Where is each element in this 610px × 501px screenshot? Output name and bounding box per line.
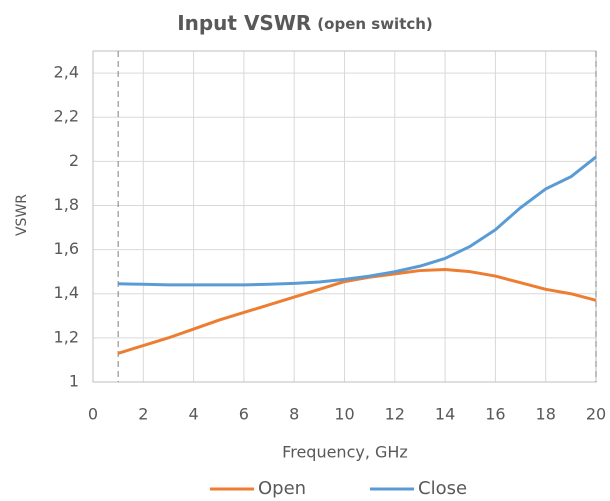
x-axis-label: Frequency, GHz: [282, 443, 408, 462]
y-tick-label: 1,2: [54, 327, 79, 346]
y-tick-label: 2: [69, 151, 79, 170]
chart-title: Input VSWR (open switch): [177, 11, 433, 35]
y-axis-label: VSWR: [14, 194, 30, 236]
x-tick-label: 6: [239, 405, 249, 424]
y-tick-label: 1,6: [54, 239, 79, 258]
x-tick-label: 18: [536, 405, 556, 424]
y-tick-label: 1,8: [54, 195, 79, 214]
x-tick-label: 20: [586, 405, 606, 424]
x-tick-label: 10: [334, 405, 354, 424]
x-tick-label: 8: [289, 405, 299, 424]
x-tick-label: 16: [485, 405, 505, 424]
series-line: [118, 155, 597, 287]
x-tick-label: 14: [435, 405, 455, 424]
series-line: [117, 267, 597, 355]
x-tick-label: 4: [189, 405, 199, 424]
y-tick-label: 1,4: [54, 283, 79, 302]
legend-label: Open: [258, 478, 306, 499]
y-tick-label: 2,4: [54, 63, 79, 82]
legend-label: Close: [418, 478, 467, 499]
x-tick-label: 0: [88, 405, 98, 424]
title-main: Input VSWR: [177, 11, 311, 35]
x-tick-label: 12: [385, 405, 405, 424]
y-tick-label: 1: [69, 372, 79, 391]
title-sub: (open switch): [317, 15, 433, 33]
y-tick-label: 2,2: [54, 107, 79, 126]
x-tick-label: 2: [138, 405, 148, 424]
